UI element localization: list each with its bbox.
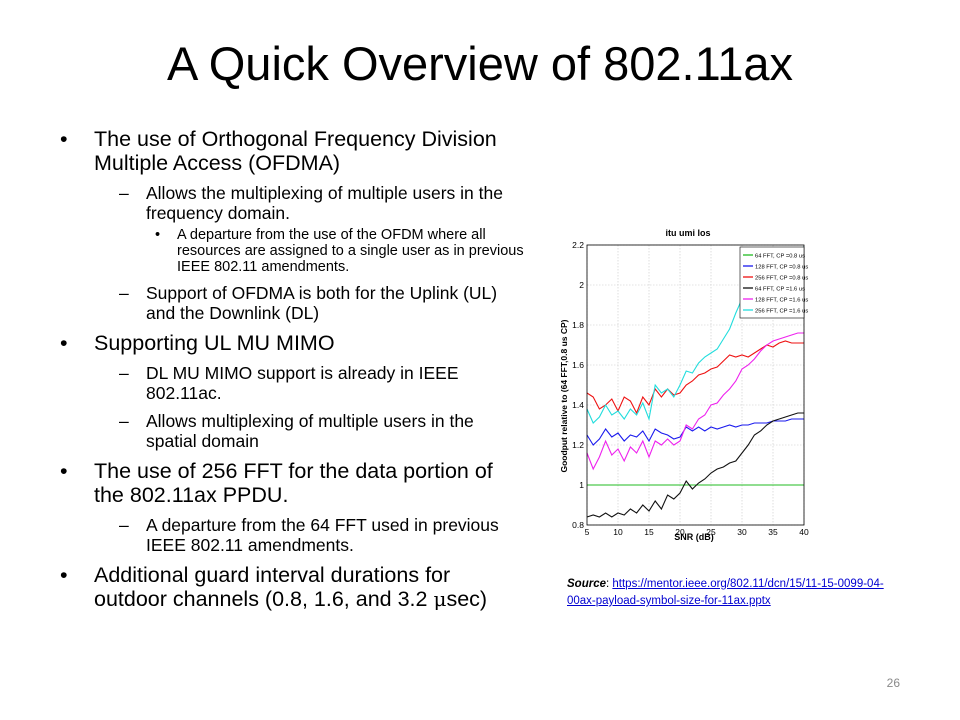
x-tick-label: 5 (585, 527, 590, 537)
dash-marker: – (119, 283, 129, 303)
source-colon: : (606, 578, 613, 590)
y-axis-label: Goodput relative to (64 FFT,0.8 us CP) (559, 319, 569, 472)
sub-bullet-text: Allows multiplexing of multiple users in… (146, 411, 474, 451)
y-tick-label: 1.6 (572, 360, 584, 370)
x-tick-label: 15 (644, 527, 654, 537)
y-tick-label: 2.2 (572, 240, 584, 250)
y-tick-label: 1.4 (572, 400, 584, 410)
source-link[interactable]: https://mentor.ieee.org/802.11/dcn/15/11… (567, 578, 884, 607)
sub-bullet-spatial: – Allows multiplexing of multiple users i… (54, 411, 524, 451)
legend-label: 256 FFT, CP =1.6 us (755, 308, 808, 314)
y-tick-label: 1.8 (572, 320, 584, 330)
chart-title: itu umi los (666, 228, 711, 238)
sub-bullet-multiplexing-frequency: – Allows the multiplexing of multiple use… (54, 183, 524, 223)
bullet-guard-interval: Additional guard interval durations for … (54, 563, 524, 611)
page-number: 26 (886, 676, 900, 690)
legend-label: 64 FFT, CP =1.6 us (755, 286, 805, 292)
bullet-ul-mu-mimo: Supporting UL MU MIMO (54, 331, 524, 355)
dash-marker: – (119, 363, 129, 383)
sub-bullet-64-fft: – A departure from the 64 FFT used in pre… (54, 515, 524, 555)
legend-box (739, 246, 805, 319)
x-tick-label: 40 (799, 527, 809, 537)
y-tick-label: 1 (579, 480, 584, 490)
bullet-ofdma: The use of Orthogonal Frequency Division… (54, 127, 524, 175)
source-citation: Source: https://mentor.ieee.org/802.11/d… (567, 576, 897, 610)
x-tick-label: 10 (613, 527, 623, 537)
y-tick-label: 0.8 (572, 520, 584, 530)
x-axis-label: SNR (dB) (674, 532, 714, 542)
goodput-chart: itu umi los Goodput relative to (64 FFT,… (559, 228, 809, 542)
plot-frame (586, 244, 805, 526)
legend-label: 128 FFT, CP =0.8 us (755, 264, 808, 270)
sub-bullet-text: DL MU MIMO support is already in IEEE 80… (146, 363, 459, 403)
sub-bullet-text: Support of OFDMA is both for the Uplink … (146, 283, 498, 323)
legend-label: 128 FFT, CP =1.6 us (755, 297, 808, 303)
sub-sub-bullet-ofdm-departure: • A departure from the use of the OFDM wh… (54, 227, 524, 275)
bullet-list: The use of Orthogonal Frequency Division… (54, 127, 524, 617)
sub-bullet-ul-dl: – Support of OFDMA is both for the Uplink… (54, 283, 524, 323)
sub-bullet-dl-mu-mimo: – DL MU MIMO support is already in IEEE 8… (54, 363, 524, 403)
y-tick-label: 2 (579, 280, 584, 290)
legend-label: 256 FFT, CP =0.8 us (755, 275, 808, 281)
x-tick-label: 30 (737, 527, 747, 537)
series-line-4 (586, 412, 804, 518)
legend: 64 FFT, CP =0.8 us 128 FFT, CP =0.8 us 256… (739, 246, 808, 319)
bullet-256-fft: The use of 256 FFT for the data portion … (54, 459, 524, 507)
x-tick-label: 35 (768, 527, 778, 537)
dash-marker: – (119, 183, 129, 203)
dot-marker: • (155, 227, 161, 243)
series-line-5 (586, 332, 804, 471)
dash-marker: – (119, 411, 129, 431)
slide-title: A Quick Overview of 802.11ax (166, 37, 794, 90)
bullet-text: Additional guard interval durations for … (94, 563, 451, 611)
y-tick-label: 1.2 (572, 440, 584, 450)
source-label: Source (567, 578, 606, 590)
x-tick-label: 25 (706, 527, 716, 537)
x-tick-label: 20 (675, 527, 685, 537)
series-line-3 (586, 340, 804, 415)
sub-bullet-text: Allows the multiplexing of multiple user… (146, 183, 503, 223)
sub-sub-bullet-text: A departure from the use of the OFDM whe… (177, 227, 524, 275)
legend-label: 64 FFT, CP =0.8 us (755, 253, 805, 259)
sub-bullet-text: A departure from the 64 FFT used in prev… (146, 515, 499, 555)
series-line-2 (586, 418, 804, 446)
unit-text: sec) (446, 587, 488, 611)
mu-symbol: μ (433, 587, 447, 611)
dash-marker: – (119, 515, 129, 535)
